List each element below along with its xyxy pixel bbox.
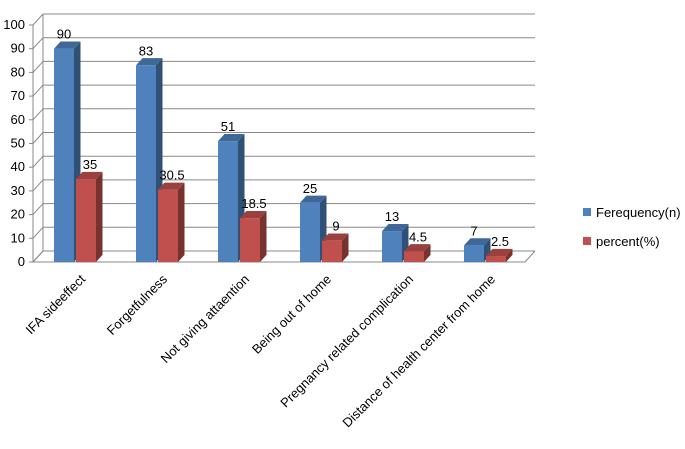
bar-side xyxy=(424,244,431,262)
y-tick-label: 40 xyxy=(11,159,25,174)
gridlines xyxy=(32,13,535,263)
x-category-label: Pregnancy related complication xyxy=(277,272,416,411)
bar-percent xyxy=(158,189,178,262)
bar-side xyxy=(260,211,267,262)
data-label: 90 xyxy=(57,27,71,42)
y-axis-ticks: 0 10 20 30 40 50 60 70 80 90 100 xyxy=(3,17,33,269)
plot-walls xyxy=(32,14,536,263)
gridline-diag xyxy=(32,13,44,26)
gridline-diag xyxy=(32,108,44,121)
data-label: 35 xyxy=(83,157,97,172)
gridline-diag xyxy=(32,132,44,144)
gridline-diag xyxy=(32,84,44,97)
data-label: 51 xyxy=(221,119,235,134)
y-tick-label: 10 xyxy=(11,230,25,245)
bars xyxy=(54,41,513,263)
y-tick-label: 60 xyxy=(11,112,25,127)
bar-frequency xyxy=(300,202,320,262)
data-label: 25 xyxy=(303,181,317,196)
gridline-diag xyxy=(32,155,44,168)
x-category-label: IFA sideeffect xyxy=(22,271,88,337)
y-tick-label: 90 xyxy=(11,41,25,56)
bar-top xyxy=(404,244,431,252)
data-label: 83 xyxy=(139,43,153,58)
y-tick-label: 100 xyxy=(3,17,25,32)
legend-label-series-0: Ferequency(n) xyxy=(596,205,681,220)
y-tick-label: 30 xyxy=(11,183,25,198)
legend-swatch-series-1 xyxy=(583,237,591,245)
bar-percent xyxy=(76,179,96,262)
bar-frequency xyxy=(54,48,74,263)
data-label: 13 xyxy=(385,209,399,224)
bar-percent xyxy=(322,240,342,262)
y-tick-label: 0 xyxy=(18,254,25,269)
bar-percent xyxy=(240,218,260,262)
gridline-diag xyxy=(32,250,44,263)
bar-top xyxy=(322,233,349,241)
gridline-diag xyxy=(32,61,44,73)
bar-side xyxy=(506,248,513,262)
bar-side xyxy=(178,182,185,262)
bar-top xyxy=(382,224,409,232)
bar-side xyxy=(96,171,103,262)
bar-top xyxy=(300,195,327,203)
legend: Ferequency(n) percent(%) xyxy=(583,205,681,249)
x-category-label: Being out of home xyxy=(249,272,334,357)
data-label: 7 xyxy=(470,223,477,238)
gridline-diag xyxy=(32,179,44,192)
x-category-label: Forgetfulness xyxy=(104,271,171,338)
bar-frequency xyxy=(218,141,238,262)
data-label: 18.5 xyxy=(241,196,266,211)
bar-side xyxy=(342,233,349,262)
bar-frequency xyxy=(382,231,402,262)
data-label: 4.5 xyxy=(409,229,427,244)
x-category-label: Distance of health center from home xyxy=(339,272,498,431)
data-label: 2.5 xyxy=(491,234,509,249)
gridline-diag xyxy=(32,226,44,239)
bar-top xyxy=(136,58,163,66)
y-tick-label: 80 xyxy=(11,64,25,79)
bar-top xyxy=(76,171,103,180)
x-category-label: Not giving attaention xyxy=(158,272,252,366)
floor-right-edge xyxy=(524,250,536,263)
data-label: 9 xyxy=(332,219,339,234)
y-tick-label: 20 xyxy=(11,207,25,222)
bar-percent xyxy=(486,256,506,262)
bar-frequency xyxy=(464,245,484,262)
data-labels: 90 35 83 30.5 51 18.5 25 9 13 4.5 7 2.5 xyxy=(57,27,509,249)
bar-top xyxy=(218,133,245,142)
bar-frequency xyxy=(136,65,156,262)
bar-top xyxy=(486,248,513,257)
y-tick-label: 70 xyxy=(11,88,25,103)
bar-top xyxy=(240,211,267,219)
bar-top xyxy=(464,238,491,246)
bar-percent xyxy=(404,251,424,262)
y-tick-label: 50 xyxy=(11,136,25,151)
data-label: 30.5 xyxy=(159,168,184,183)
bar-top xyxy=(158,182,185,190)
legend-label-series-1: percent(%) xyxy=(596,234,660,249)
legend-swatch-series-0 xyxy=(583,208,591,216)
gridline-diag xyxy=(32,203,44,215)
bar-top xyxy=(54,41,81,49)
gridline-diag xyxy=(32,37,44,50)
